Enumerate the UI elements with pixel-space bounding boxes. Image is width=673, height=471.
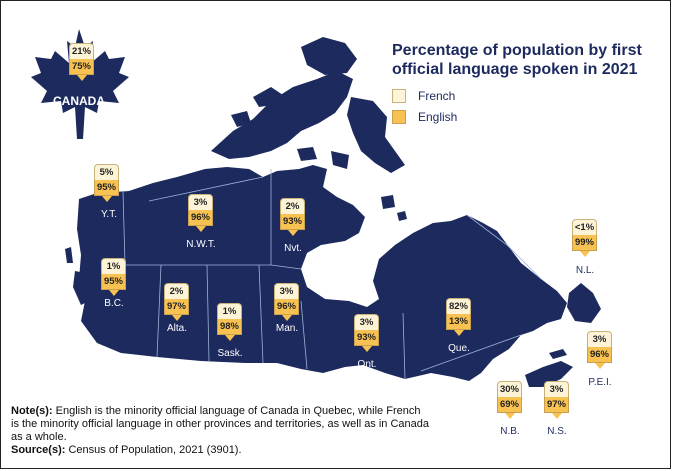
legend-swatch-english [392,110,406,124]
pin-nb: 30% 69% [497,381,522,419]
label-nl: N.L. [575,265,595,276]
legend-swatch-french [392,89,406,103]
arctic-islands [211,71,353,159]
pin-alta: 2% 97% [164,283,189,321]
pin-nvt: 2% 93% [280,198,305,236]
pin-nwt: 3% 96% [188,194,213,232]
label-yt: Y.T. [101,209,117,220]
pin-man-english: 96% [274,299,299,315]
label-sask: Sask. [217,348,243,359]
source-label: Source(s): [11,444,66,456]
pin-ns-french: 3% [544,381,569,397]
label-man: Man. [275,323,299,334]
legend-label-french: French [418,89,456,103]
pin-canada: 21% 75% [69,43,94,81]
pin-nvt-english: 93% [280,214,305,230]
pin-yt-english: 95% [94,180,119,196]
pin-pei: 3% 96% [587,331,612,369]
newfoundland-island [567,283,601,323]
pin-sask-french: 1% [217,303,242,319]
notes-block: Note(s): English is the minority officia… [11,405,431,457]
pin-nl-french: <1% [572,219,597,235]
pin-canada-french: 21% [69,43,94,59]
pin-ns: 3% 97% [544,381,569,419]
pin-ont: 3% 93% [354,314,379,352]
pin-nvt-french: 2% [280,198,305,214]
label-ns: N.S. [547,426,567,437]
source-line: Source(s): Census of Population, 2021 (3… [11,444,431,457]
pin-nl-english: 99% [572,235,597,251]
pin-ont-french: 3% [354,314,379,330]
source-text: Census of Population, 2021 (3901). [68,444,242,456]
map-title: Percentage of population by first offici… [392,42,642,78]
pin-man-french: 3% [274,283,299,299]
pin-bc: 1% 95% [101,258,126,296]
maple-leaf-icon [31,29,129,139]
pin-nl: <1% 99% [572,219,597,257]
label-que: Que. [448,343,470,354]
label-nwt: N.W.T. [186,239,216,250]
pin-pei-english: 96% [587,347,612,363]
pin-canada-english: 75% [69,59,94,75]
pin-sask: 1% 98% [217,303,242,341]
note-label: Note(s): [11,405,53,417]
legend-label-english: English [418,110,458,124]
pin-que-french: 82% [446,298,471,314]
note-line: Note(s): English is the minority officia… [11,405,431,444]
label-nvt: Nvt. [284,243,302,254]
label-pei: P.E.I. [588,377,612,388]
pin-bc-english: 95% [101,274,126,290]
pin-bc-french: 1% [101,258,126,274]
pin-yt: 5% 95% [94,164,119,202]
pin-alta-english: 97% [164,299,189,315]
canada-label: CANADA [53,94,105,108]
pin-sask-english: 98% [217,319,242,335]
note-text: English is the minority official languag… [11,405,430,443]
pin-nb-french: 30% [497,381,522,397]
label-bc: B.C. [104,298,124,309]
pin-yt-french: 5% [94,164,119,180]
pin-que-english: 13% [446,314,471,330]
pin-ont-english: 93% [354,330,379,346]
label-alta: Alta. [166,323,187,334]
canada-landmass [77,165,567,381]
label-ont: Ont. [357,359,377,370]
pin-man: 3% 96% [274,283,299,321]
pin-nwt-english: 96% [188,210,213,226]
pin-nwt-french: 3% [188,194,213,210]
legend-french: French [392,89,455,103]
pin-alta-french: 2% [164,283,189,299]
pin-que: 82% 13% [446,298,471,336]
legend-english: English [392,110,457,124]
pin-pei-french: 3% [587,331,612,347]
pin-nb-english: 69% [497,397,522,413]
label-nb: N.B. [500,426,520,437]
pin-ns-english: 97% [544,397,569,413]
